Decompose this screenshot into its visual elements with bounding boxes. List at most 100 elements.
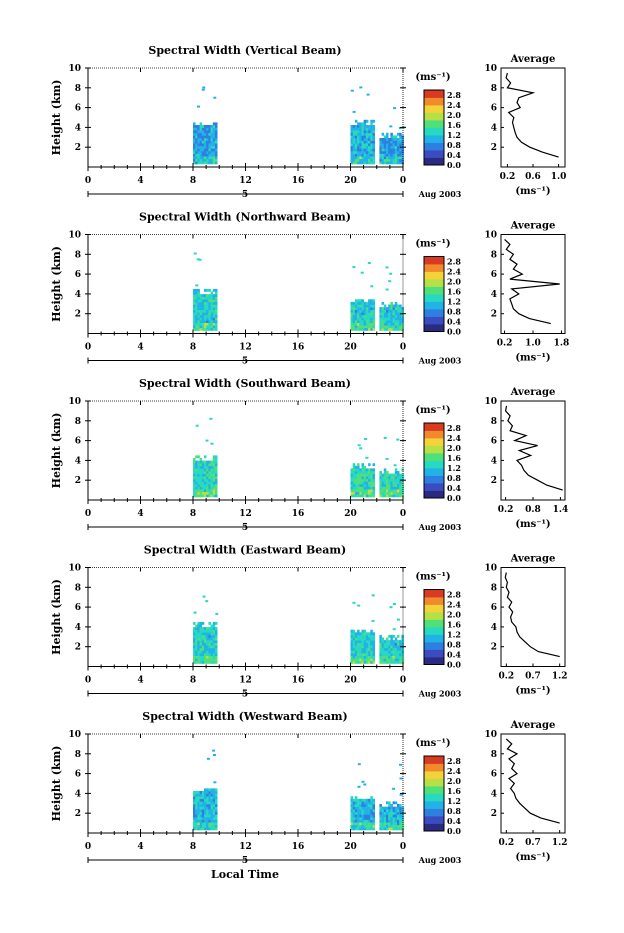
heatmap-cell bbox=[352, 486, 356, 490]
heatmap-cell bbox=[361, 135, 364, 139]
heatmap-cell bbox=[372, 322, 375, 326]
heatmap-cell bbox=[195, 640, 198, 643]
heatmap-cell bbox=[397, 325, 400, 329]
heatmap-cell bbox=[359, 819, 362, 823]
heatmap-cell bbox=[383, 153, 387, 157]
heatmap-cell bbox=[197, 156, 200, 160]
heatmap-cell bbox=[392, 317, 396, 321]
heatmap-cell bbox=[397, 484, 400, 487]
heatmap-cell bbox=[365, 814, 369, 818]
heatmap-cell bbox=[394, 822, 398, 826]
heatmap-cell bbox=[201, 484, 205, 487]
heatmap-cell bbox=[361, 153, 364, 157]
heatmap-cell bbox=[379, 634, 382, 638]
heatmap-cell bbox=[215, 481, 218, 485]
heatmap-cell bbox=[193, 798, 196, 802]
heatmap-cell bbox=[210, 658, 214, 662]
heatmap-cell bbox=[379, 145, 382, 149]
heatmap-cell bbox=[388, 161, 391, 165]
colorbar-segment bbox=[424, 271, 444, 280]
colorbar-tick-label: 2.4 bbox=[447, 100, 461, 110]
heatmap-cell bbox=[359, 806, 362, 810]
heatmap-cell bbox=[195, 156, 198, 160]
heatmap-cell bbox=[365, 327, 369, 331]
x-tick-label: 4 bbox=[137, 676, 143, 686]
heatmap-point bbox=[399, 777, 403, 780]
heatmap-cell bbox=[215, 822, 218, 826]
heatmap-cell bbox=[368, 161, 371, 165]
heatmap-cell bbox=[193, 627, 196, 630]
heatmap-cell bbox=[359, 655, 362, 659]
heatmap-cell bbox=[215, 793, 218, 797]
heatmap-cell bbox=[399, 307, 402, 310]
heatmap-cell bbox=[208, 460, 211, 464]
heatmap-cell bbox=[381, 314, 385, 318]
avg-y-tick-label: 10 bbox=[484, 64, 497, 74]
heatmap-cell bbox=[206, 791, 209, 794]
heatmap-cell bbox=[210, 647, 214, 651]
heatmap-cell bbox=[206, 140, 209, 144]
heatmap-cell bbox=[210, 806, 214, 810]
heatmap-cell bbox=[212, 650, 216, 654]
date-label: Aug 2003 bbox=[418, 522, 462, 532]
heatmap-cell bbox=[354, 647, 358, 651]
heatmap-cell bbox=[392, 325, 396, 329]
heatmap-cell bbox=[197, 827, 200, 831]
heatmap-cell bbox=[197, 468, 200, 472]
heatmap-cell bbox=[379, 489, 382, 493]
heatmap-point bbox=[198, 258, 202, 261]
heatmap-cell bbox=[357, 140, 360, 144]
heatmap-cell bbox=[370, 484, 373, 487]
heatmap-cell bbox=[372, 819, 375, 823]
heatmap-cell bbox=[388, 819, 391, 823]
heatmap-cell bbox=[399, 809, 402, 813]
heatmap-cell bbox=[361, 317, 364, 321]
heatmap-cell bbox=[370, 325, 373, 329]
heatmap-cell bbox=[212, 632, 216, 636]
heatmap-cell bbox=[354, 151, 358, 154]
heatmap-cell bbox=[210, 788, 214, 792]
heatmap-cell bbox=[368, 468, 371, 472]
heatmap-cell bbox=[383, 806, 387, 810]
heatmap-cell bbox=[365, 140, 369, 144]
heatmap-cell bbox=[383, 304, 387, 308]
heatmap-cell bbox=[357, 798, 360, 802]
heatmap-cell bbox=[199, 132, 203, 136]
heatmap-cell bbox=[206, 647, 209, 651]
heatmap-cell bbox=[361, 320, 364, 323]
heatmap-cell bbox=[354, 824, 358, 828]
colorbar-tick-label: 0.0 bbox=[447, 160, 461, 170]
heatmap-cell bbox=[354, 489, 358, 493]
heatmap-cell bbox=[372, 148, 375, 152]
colorbar-segment bbox=[424, 634, 444, 643]
heatmap-cell bbox=[215, 317, 218, 321]
heatmap-cell bbox=[392, 135, 396, 139]
heatmap-cell bbox=[212, 819, 216, 823]
heatmap-cell bbox=[372, 658, 375, 662]
heatmap-cell bbox=[193, 135, 196, 139]
heatmap-cell bbox=[386, 809, 389, 813]
heatmap-point bbox=[389, 125, 393, 128]
heatmap-cell bbox=[388, 322, 391, 326]
heatmap-cell bbox=[350, 806, 353, 810]
heatmap-cell bbox=[195, 138, 198, 141]
heatmap-cell bbox=[365, 486, 369, 490]
heatmap-cell bbox=[399, 151, 402, 154]
heatmap-cell bbox=[201, 304, 205, 308]
heatmap-cell bbox=[206, 814, 209, 818]
heatmap-cell bbox=[199, 486, 203, 490]
heatmap-cell bbox=[394, 151, 398, 154]
heatmap-cell bbox=[201, 478, 205, 482]
heatmap-cell bbox=[208, 494, 211, 498]
heatmap-cell bbox=[199, 458, 203, 461]
heatmap-cell bbox=[195, 314, 198, 318]
heatmap-cell bbox=[361, 465, 364, 469]
heatmap-cell bbox=[199, 634, 203, 638]
heatmap-cell bbox=[365, 125, 369, 128]
heatmap-cell bbox=[350, 647, 353, 651]
heatmap-cell bbox=[197, 325, 200, 329]
heatmap-cell bbox=[193, 796, 196, 800]
heatmap-cell bbox=[386, 814, 389, 818]
heatmap-cell bbox=[350, 309, 353, 313]
heatmap-cell bbox=[368, 307, 371, 310]
